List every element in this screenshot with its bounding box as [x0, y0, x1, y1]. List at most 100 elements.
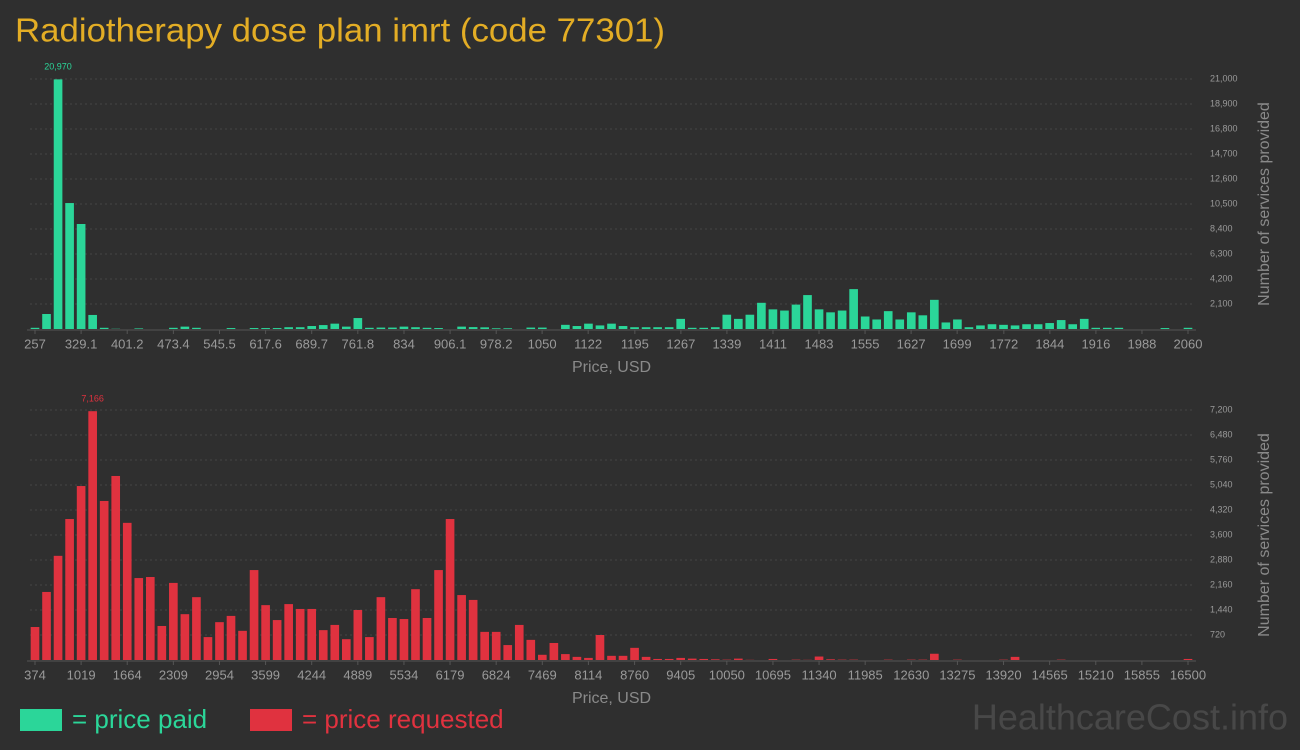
bar — [860, 316, 870, 329]
y-axis-label: Number of services provided — [1256, 102, 1273, 306]
x-tick-label: 5534 — [389, 667, 418, 682]
x-tick-label: 329.1 — [65, 336, 98, 351]
bar — [457, 595, 466, 660]
bar — [618, 326, 628, 329]
bar — [422, 327, 432, 329]
bar — [480, 327, 489, 329]
bar — [537, 327, 547, 329]
x-tick-label: 1916 — [1081, 336, 1110, 351]
bar — [757, 302, 766, 329]
bar — [514, 624, 524, 660]
x-tick-label: 2954 — [205, 667, 234, 682]
x-tick-label: 374 — [24, 667, 46, 682]
bar — [734, 658, 743, 660]
x-tick-label: 10050 — [709, 667, 745, 682]
x-tick-label: 10695 — [755, 667, 791, 682]
bar — [618, 655, 628, 660]
bar — [987, 324, 997, 329]
x-tick-label: 9405 — [666, 667, 695, 682]
bar — [411, 327, 420, 329]
bar — [192, 597, 201, 660]
bar — [249, 328, 259, 329]
bar — [503, 328, 513, 329]
x-tick-label: 1339 — [712, 336, 741, 351]
bar — [134, 578, 144, 660]
bar — [595, 325, 605, 329]
x-tick-label: 14565 — [1032, 667, 1068, 682]
x-tick-label: 1555 — [851, 336, 880, 351]
bar — [561, 654, 570, 660]
bar — [503, 645, 513, 660]
bar — [445, 519, 455, 660]
bar — [630, 647, 639, 660]
x-tick-label: 2060 — [1174, 336, 1203, 351]
bar — [215, 622, 224, 660]
bar — [434, 328, 443, 329]
bar — [422, 617, 432, 660]
bar — [53, 555, 63, 660]
x-tick-label: 906.1 — [434, 336, 467, 351]
bar — [584, 657, 593, 660]
x-tick-label: 1019 — [67, 667, 96, 682]
bar — [1079, 318, 1089, 329]
bar — [1010, 325, 1020, 329]
bar — [238, 630, 247, 660]
y-tick-label: 2,160 — [1210, 579, 1233, 589]
bar — [1022, 324, 1031, 329]
bar — [941, 322, 951, 329]
bar — [814, 309, 824, 329]
bar — [1102, 327, 1112, 329]
bar — [226, 615, 236, 660]
y-tick-label: 12,600 — [1210, 173, 1238, 183]
bar — [88, 314, 97, 329]
bar — [895, 319, 905, 329]
x-tick-label: 1627 — [897, 336, 926, 351]
y-axis-label: Number of services provided — [1256, 433, 1273, 637]
x-axis-label: Price, USD — [572, 359, 651, 376]
bar — [192, 327, 201, 329]
bar — [122, 522, 132, 660]
y-tick-label: 5,040 — [1210, 479, 1233, 489]
bar — [1010, 656, 1020, 660]
bar — [157, 625, 167, 660]
bar — [699, 327, 709, 329]
y-tick-label: 8,400 — [1210, 223, 1233, 233]
bar — [76, 486, 86, 660]
bar — [595, 635, 605, 660]
bar — [203, 637, 213, 660]
bar — [687, 658, 697, 660]
y-tick-label: 5,760 — [1210, 454, 1233, 464]
y-tick-label: 720 — [1210, 629, 1225, 639]
bar — [307, 608, 317, 660]
y-tick-label: 6,300 — [1210, 248, 1233, 258]
bar — [780, 310, 789, 329]
bar — [930, 653, 939, 660]
bar — [42, 591, 51, 660]
x-tick-label: 8114 — [574, 667, 602, 682]
bar — [318, 325, 328, 329]
bar — [169, 582, 178, 660]
bar — [65, 203, 74, 329]
bar — [561, 324, 570, 329]
bar — [99, 500, 109, 660]
bar — [1056, 320, 1066, 329]
x-tick-label: 1411 — [759, 336, 787, 351]
x-tick-label: 473.4 — [157, 336, 190, 351]
bar — [722, 314, 732, 329]
watermark: HealthcareCost.info — [972, 697, 1288, 738]
bar — [99, 327, 109, 329]
bar — [999, 324, 1008, 329]
legend-label: = price requested — [302, 704, 504, 734]
bar — [284, 327, 293, 329]
x-tick-label: 6179 — [436, 667, 465, 682]
bar — [664, 327, 674, 329]
x-tick-label: 6824 — [482, 667, 511, 682]
bar — [341, 326, 351, 329]
bar — [457, 326, 466, 329]
bar — [630, 327, 639, 329]
x-tick-label: 1267 — [666, 336, 695, 351]
bar — [687, 327, 697, 329]
bar — [549, 642, 559, 660]
bar — [676, 657, 686, 660]
